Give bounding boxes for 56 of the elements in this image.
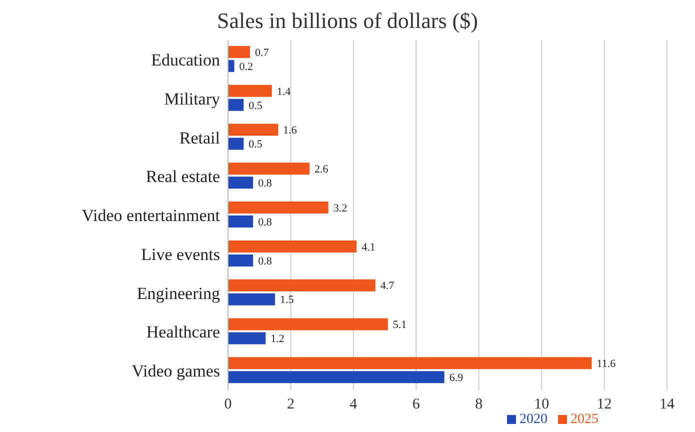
y-tick-label: Real estate bbox=[146, 167, 220, 186]
data-label: 3.2 bbox=[333, 202, 348, 214]
bar bbox=[228, 216, 254, 228]
bar bbox=[228, 254, 254, 266]
bar bbox=[228, 46, 250, 58]
y-tick-label: Video games bbox=[132, 362, 220, 381]
x-tick-label: 12 bbox=[596, 396, 612, 413]
x-tick-label: 0 bbox=[224, 396, 232, 413]
bar bbox=[228, 176, 254, 189]
bar bbox=[228, 84, 272, 97]
data-label: 4.1 bbox=[362, 241, 376, 254]
data-label: 1.2 bbox=[270, 333, 284, 346]
bar bbox=[228, 98, 244, 111]
data-label: 1.5 bbox=[280, 294, 294, 306]
x-tick-label: 2 bbox=[286, 396, 294, 413]
y-tick-label: Military bbox=[164, 89, 220, 108]
y-tick-label: Education bbox=[151, 50, 220, 70]
data-label: 1.4 bbox=[276, 86, 292, 98]
y-tick-label: Retail bbox=[179, 128, 220, 148]
x-tick-label: 4 bbox=[350, 396, 358, 413]
bar bbox=[228, 293, 276, 306]
bar bbox=[228, 162, 310, 175]
data-label: 0.5 bbox=[248, 100, 263, 112]
bar bbox=[228, 371, 444, 384]
data-label: 0.5 bbox=[248, 138, 263, 151]
chart-title: Sales in billions of dollars ($) bbox=[216, 8, 479, 34]
y-tick-label: Video entertainment bbox=[82, 206, 220, 226]
bar bbox=[228, 357, 592, 370]
bar bbox=[228, 138, 244, 150]
y-tick-label: Engineering bbox=[136, 284, 220, 303]
data-label: 0.8 bbox=[258, 216, 272, 228]
x-tick-label: 10 bbox=[534, 396, 550, 413]
y-tick-label: Healthcare bbox=[146, 322, 220, 342]
legend-label: 2025 bbox=[570, 412, 598, 427]
data-label: 0.2 bbox=[239, 60, 254, 73]
x-tick-label: 8 bbox=[475, 396, 483, 413]
y-tick-label: Live events bbox=[141, 244, 220, 264]
bar bbox=[228, 279, 376, 292]
bar bbox=[228, 60, 234, 72]
data-label: 0.8 bbox=[258, 178, 272, 190]
x-tick-label: 14 bbox=[660, 396, 675, 413]
data-label: 0.8 bbox=[258, 255, 272, 268]
data-label: 11.6 bbox=[596, 358, 616, 370]
bar bbox=[228, 124, 278, 136]
data-label: 0.7 bbox=[254, 46, 270, 59]
bar bbox=[228, 240, 357, 252]
data-label: 2.6 bbox=[314, 164, 329, 176]
data-label: 6.9 bbox=[449, 372, 464, 384]
bar bbox=[228, 332, 266, 344]
data-label: 1.6 bbox=[283, 124, 298, 137]
bar bbox=[228, 202, 328, 214]
bar bbox=[228, 318, 388, 330]
x-tick-label: 6 bbox=[412, 396, 420, 413]
legend-label: 2020 bbox=[520, 412, 548, 427]
data-label: 5.1 bbox=[392, 319, 407, 332]
data-label: 4.7 bbox=[380, 280, 395, 292]
